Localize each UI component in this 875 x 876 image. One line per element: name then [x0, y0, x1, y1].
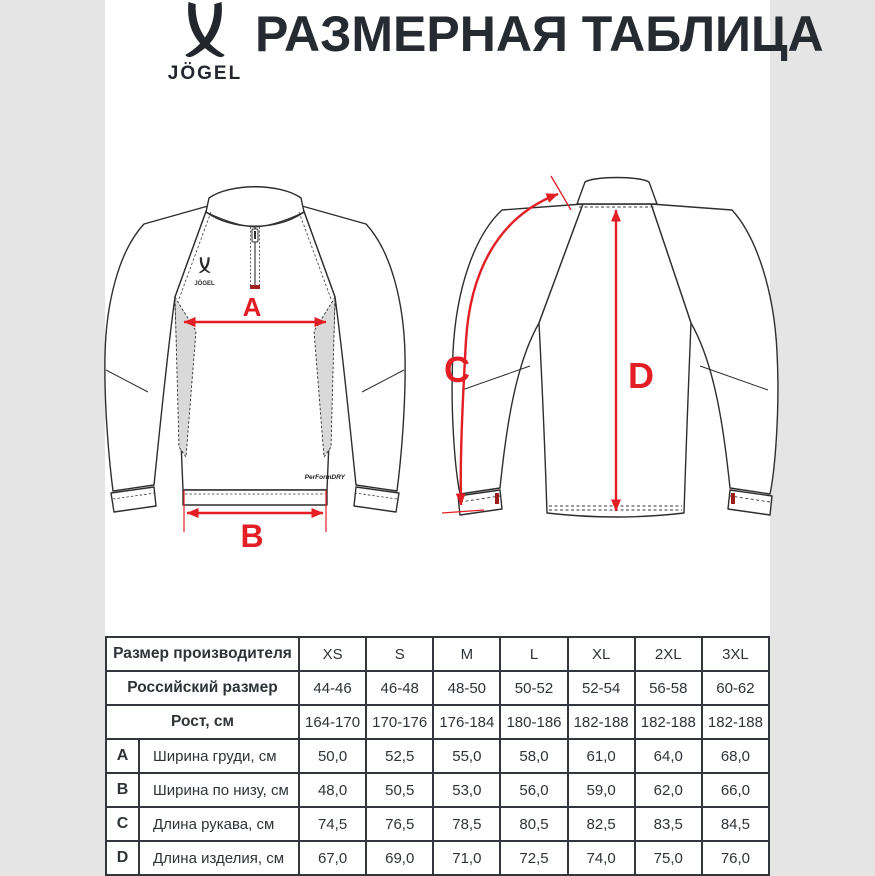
value-cell: 82,5	[566, 806, 636, 842]
zipper	[250, 227, 260, 289]
value-cell: 74,0	[566, 840, 636, 876]
value-cell: 80,5	[499, 806, 569, 842]
value-cell: 48-50	[432, 670, 502, 706]
value-cell: 53,0	[432, 772, 502, 808]
value-cell: 170-176	[365, 704, 435, 740]
table-row-height: Рост, см 164-170 170-176 176-184 180-186…	[105, 704, 771, 740]
chest-logo-icon: JÖGEL	[194, 257, 215, 287]
row-label: Длина изделия, см	[138, 840, 300, 876]
value-cell: 44-46	[297, 670, 368, 706]
value-cell: 46-48	[365, 670, 435, 706]
value-cell: 180-186	[499, 704, 569, 740]
value-cell: 55,0	[432, 738, 502, 774]
row-label: Ширина груди, см	[138, 738, 300, 774]
value-cell: 64,0	[633, 738, 703, 774]
size-col-header: M	[432, 636, 502, 672]
measurement-arrow-a: A	[183, 292, 327, 327]
value-cell: 62,0	[633, 772, 703, 808]
value-cell: 52-54	[566, 670, 636, 706]
value-cell: 75,0	[633, 840, 703, 876]
value-cell: 50,5	[365, 772, 435, 808]
letter-cell: A	[105, 738, 140, 774]
table-row-manufacturer-size: Размер производителя XS S M L XL 2XL 3XL	[105, 636, 771, 672]
value-cell: 176-184	[432, 704, 502, 740]
value-cell: 60-62	[700, 670, 771, 706]
fabric-label: PerFormDRY	[305, 474, 346, 481]
label-c: C	[444, 349, 470, 390]
size-col-header: S	[365, 636, 435, 672]
measurement-arrow-b: B	[183, 490, 327, 554]
value-cell: 50,0	[297, 738, 368, 774]
zipper-stop	[250, 285, 260, 289]
value-cell: 56,0	[499, 772, 569, 808]
value-cell: 68,0	[700, 738, 771, 774]
sleeve-seams	[105, 369, 405, 393]
letter-cell: D	[105, 840, 140, 876]
value-cell: 76,0	[700, 840, 771, 876]
measurement-arrow-c: C	[442, 175, 572, 514]
stitch-lines	[112, 211, 398, 500]
value-cell: 164-170	[297, 704, 368, 740]
table-row-russian-size: Российский размер 44-46 46-48 48-50 50-5…	[105, 670, 771, 706]
letter-cell: B	[105, 772, 140, 808]
value-cell: 182-188	[566, 704, 636, 740]
jogel-logo-icon	[185, 2, 225, 57]
content-card: JÖGEL РАЗМЕРНАЯ ТАБЛИЦА	[104, 0, 824, 876]
label-b: B	[240, 518, 263, 554]
label-d: D	[628, 355, 654, 396]
value-cell: 50-52	[499, 670, 569, 706]
row-label: Рост, см	[105, 704, 300, 740]
measurement-arrow-d: D	[611, 209, 654, 512]
value-cell: 58,0	[499, 738, 569, 774]
value-cell: 52,5	[365, 738, 435, 774]
row-label: Российский размер	[105, 670, 300, 706]
label-a: A	[243, 292, 262, 322]
size-col-header: L	[499, 636, 569, 672]
value-cell: 56-58	[633, 670, 703, 706]
value-cell: 182-188	[700, 704, 771, 740]
size-col-header: XS	[297, 636, 368, 672]
back-garment-diagram: C D	[442, 175, 779, 518]
value-cell: 76,5	[365, 806, 435, 842]
value-cell: 84,5	[700, 806, 771, 842]
size-col-header: XL	[566, 636, 636, 672]
table-row-bottom-width: B Ширина по низу, см 48,0 50,5 53,0 56,0…	[105, 772, 771, 808]
value-cell: 69,0	[365, 840, 435, 876]
value-cell: 71,0	[432, 840, 502, 876]
row-label: Размер производителя	[105, 636, 300, 672]
value-cell: 48,0	[297, 772, 368, 808]
value-cell: 72,5	[499, 840, 569, 876]
value-cell: 66,0	[700, 772, 771, 808]
value-cell: 182-188	[633, 704, 703, 740]
size-col-header: 3XL	[700, 636, 771, 672]
size-col-header: 2XL	[633, 636, 703, 672]
table-row-chest-width: A Ширина груди, см 50,0 52,5 55,0 58,0 6…	[105, 738, 771, 774]
row-label: Длина рукава, см	[138, 806, 300, 842]
size-table: Размер производителя XS S M L XL 2XL 3XL…	[105, 636, 771, 876]
letter-cell: C	[105, 806, 140, 842]
value-cell: 59,0	[566, 772, 636, 808]
front-garment-diagram: JÖGEL PerFormDRY A B	[104, 186, 406, 554]
brand-wordmark: JÖGEL	[167, 63, 243, 84]
value-cell: 67,0	[297, 840, 368, 876]
value-cell: 74,5	[297, 806, 368, 842]
table-row-sleeve-length: C Длина рукава, см 74,5 76,5 78,5 80,5 8…	[105, 806, 771, 842]
value-cell: 61,0	[566, 738, 636, 774]
row-label: Ширина по низу, см	[138, 772, 300, 808]
page-title: РАЗМЕРНАЯ ТАБЛИЦА	[255, 6, 824, 62]
brand-logo: JÖGEL	[150, 2, 260, 85]
value-cell: 83,5	[633, 806, 703, 842]
table-row-item-length: D Длина изделия, см 67,0 69,0 71,0 72,5 …	[105, 840, 771, 876]
value-cell: 78,5	[432, 806, 502, 842]
chest-logo-text: JÖGEL	[194, 280, 215, 287]
